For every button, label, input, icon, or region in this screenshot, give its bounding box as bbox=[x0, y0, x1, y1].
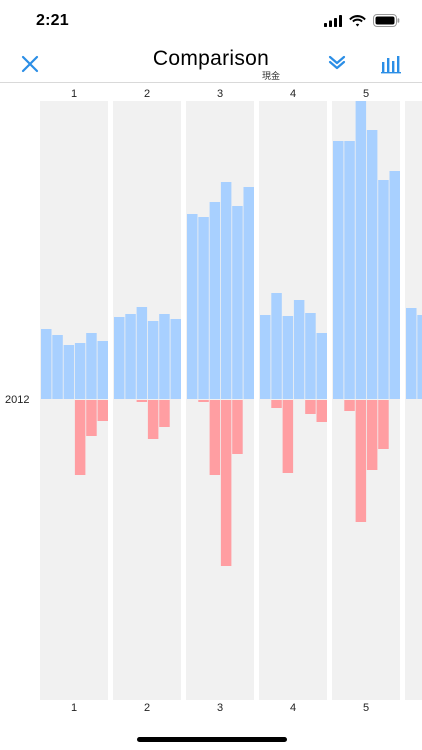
income-bar bbox=[333, 141, 344, 399]
income-bar bbox=[282, 316, 294, 399]
expense-bar bbox=[378, 400, 389, 449]
expense-bar bbox=[136, 400, 148, 402]
income-bar bbox=[417, 315, 422, 399]
expense-bar bbox=[305, 400, 316, 414]
income-bar bbox=[187, 214, 198, 399]
income-bar bbox=[220, 182, 232, 399]
income-bar bbox=[170, 319, 181, 399]
row-label: 2012 bbox=[5, 394, 29, 406]
chart-column-background bbox=[405, 101, 422, 700]
income-bar bbox=[209, 202, 221, 399]
status-bar: 2:21 bbox=[0, 0, 422, 44]
income-bar bbox=[406, 308, 417, 399]
income-bar bbox=[355, 101, 367, 399]
income-bar bbox=[114, 317, 125, 399]
comparison-chart[interactable]: 1122334455662012 bbox=[0, 82, 422, 722]
expense-bar bbox=[147, 400, 159, 439]
x-tick-label-top: 2 bbox=[144, 88, 150, 100]
chart-canvas: 1122334455662012 bbox=[5, 88, 422, 714]
x-tick-label-bottom: 4 bbox=[290, 702, 296, 714]
wifi-icon bbox=[349, 14, 366, 26]
income-bar bbox=[147, 321, 159, 399]
income-bar bbox=[243, 187, 254, 399]
x-tick-label-top: 4 bbox=[290, 88, 296, 100]
battery-icon bbox=[373, 14, 400, 27]
income-bar bbox=[159, 314, 170, 399]
income-bar bbox=[52, 335, 63, 399]
bar-chart-icon[interactable] bbox=[380, 52, 404, 74]
x-tick-label-bottom: 3 bbox=[217, 702, 223, 714]
expense-bar bbox=[316, 400, 327, 422]
income-bar bbox=[260, 315, 271, 399]
expense-bar bbox=[282, 400, 294, 473]
x-tick-label-bottom: 5 bbox=[363, 702, 369, 714]
expense-bar bbox=[355, 400, 367, 522]
income-bar bbox=[232, 206, 243, 399]
expense-bar bbox=[159, 400, 170, 427]
income-bar bbox=[63, 345, 75, 399]
expense-bar bbox=[220, 400, 232, 566]
expense-bar bbox=[198, 400, 209, 402]
status-time: 2:21 bbox=[36, 12, 69, 29]
expense-bar bbox=[209, 400, 221, 475]
income-bar bbox=[41, 329, 52, 399]
income-bar bbox=[389, 171, 400, 399]
income-bar bbox=[198, 217, 209, 399]
expense-bar bbox=[86, 400, 97, 436]
navigation-bar: Comparison 現金 bbox=[0, 44, 422, 83]
x-tick-label-top: 3 bbox=[217, 88, 223, 100]
income-bar bbox=[86, 333, 97, 399]
expense-bar bbox=[271, 400, 282, 408]
income-bar bbox=[366, 130, 378, 399]
income-bar bbox=[136, 307, 148, 399]
cellular-signal-icon bbox=[324, 14, 342, 27]
expense-bar bbox=[366, 400, 378, 470]
income-bar bbox=[125, 314, 136, 399]
page-subtitle: 現金 bbox=[262, 71, 281, 81]
x-tick-label-top: 5 bbox=[363, 88, 369, 100]
x-tick-label-bottom: 1 bbox=[71, 702, 77, 714]
expense-bar bbox=[232, 400, 243, 454]
income-bar bbox=[271, 293, 282, 399]
income-bar bbox=[316, 333, 327, 399]
expense-bar bbox=[97, 400, 108, 421]
income-bar bbox=[293, 300, 305, 399]
page-title: Comparison bbox=[152, 47, 270, 70]
income-bar bbox=[344, 141, 355, 399]
income-bar bbox=[74, 343, 86, 399]
home-indicator bbox=[137, 737, 287, 742]
expense-bar bbox=[344, 400, 355, 411]
income-bar bbox=[378, 180, 389, 399]
close-icon[interactable] bbox=[18, 52, 42, 76]
income-bar bbox=[305, 313, 316, 399]
status-icons bbox=[324, 14, 400, 27]
double-chevron-down-icon[interactable] bbox=[326, 52, 348, 74]
income-bar bbox=[97, 341, 108, 399]
x-tick-label-top: 1 bbox=[71, 88, 77, 100]
x-tick-label-bottom: 2 bbox=[144, 702, 150, 714]
expense-bar bbox=[74, 400, 86, 475]
